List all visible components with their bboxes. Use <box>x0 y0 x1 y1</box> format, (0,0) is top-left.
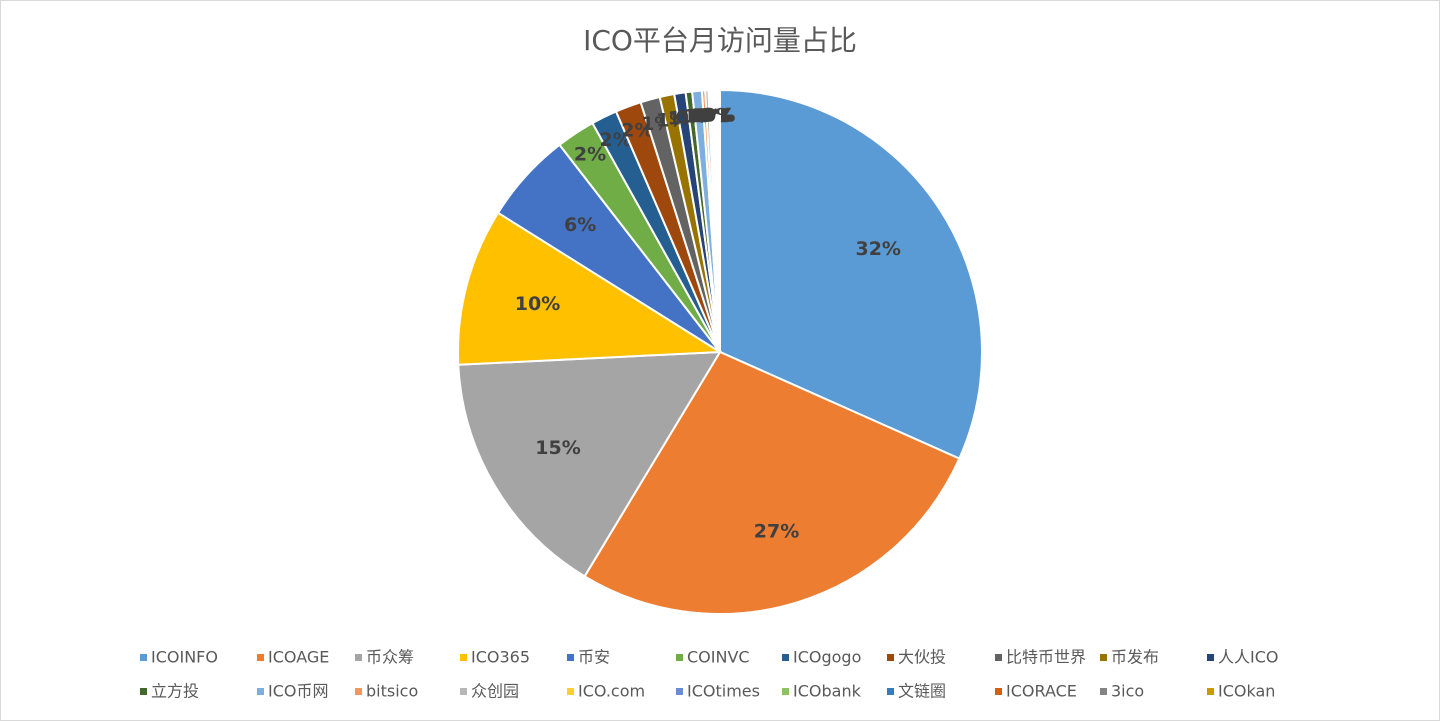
legend-label: 众创园 <box>471 682 519 701</box>
legend-marker <box>782 688 789 695</box>
legend-label: 币发布 <box>1111 648 1159 667</box>
legend-marker <box>995 688 1002 695</box>
pie-slice <box>457 211 724 366</box>
legend-label: 立方投 <box>151 682 199 701</box>
pie-slice <box>719 88 983 460</box>
legend-label: ICOAGE <box>268 648 329 667</box>
legend-marker <box>1100 654 1107 661</box>
legend-label: ICOgogo <box>793 648 861 667</box>
legend-marker <box>782 654 789 661</box>
data-label: 2% <box>574 144 606 166</box>
legend-marker <box>995 654 1002 661</box>
legend-label: ICObank <box>793 682 862 701</box>
legend-marker <box>140 688 147 695</box>
data-label: 0% <box>703 105 735 127</box>
data-label: 32% <box>855 238 900 260</box>
chart-title: ICO平台月访问量占比 <box>583 24 857 57</box>
legend-marker <box>1207 688 1214 695</box>
legend-label: bitsico <box>366 682 418 701</box>
legend-label: 文链圈 <box>898 682 946 701</box>
data-label: 6% <box>564 214 596 236</box>
legend-marker <box>567 688 574 695</box>
legend-label: ICO.com <box>578 682 645 701</box>
legend-label: ICORACE <box>1006 682 1077 701</box>
legend-marker <box>257 654 264 661</box>
legend-marker <box>1207 654 1214 661</box>
legend-label: 币众筹 <box>366 648 414 667</box>
legend-marker <box>887 688 894 695</box>
legend-marker <box>460 654 467 661</box>
data-label: 15% <box>535 437 580 459</box>
legend-marker <box>1100 688 1107 695</box>
legend-label: 比特币世界 <box>1006 648 1086 667</box>
legend-label: ICOkan <box>1218 682 1275 701</box>
legend-label: COINVC <box>687 648 750 667</box>
pie-slice <box>583 350 961 615</box>
legend-marker <box>676 688 683 695</box>
legend-label: ICOINFO <box>151 648 218 667</box>
data-label: 27% <box>754 520 799 542</box>
pie-slice <box>457 350 722 578</box>
legend-marker <box>355 654 362 661</box>
legend-marker <box>887 654 894 661</box>
legend-marker <box>355 688 362 695</box>
legend-label: 大伙投 <box>898 648 946 667</box>
legend-marker <box>257 688 264 695</box>
legend-label: ICO365 <box>471 648 530 667</box>
legend-marker <box>140 654 147 661</box>
legend-label: 人人ICO <box>1218 648 1279 667</box>
data-label: 10% <box>515 293 560 315</box>
data-label: 2% <box>621 120 653 142</box>
legend-label: 币安 <box>578 648 610 667</box>
data-label: 2% <box>600 129 632 151</box>
legend-label: ICOtimes <box>687 682 760 701</box>
legend-label: ICO币网 <box>268 682 329 701</box>
pie-slice <box>717 88 721 353</box>
legend-marker <box>567 654 574 661</box>
legend-label: 3ico <box>1111 682 1144 701</box>
legend-marker <box>460 688 467 695</box>
legend-marker <box>676 654 683 661</box>
